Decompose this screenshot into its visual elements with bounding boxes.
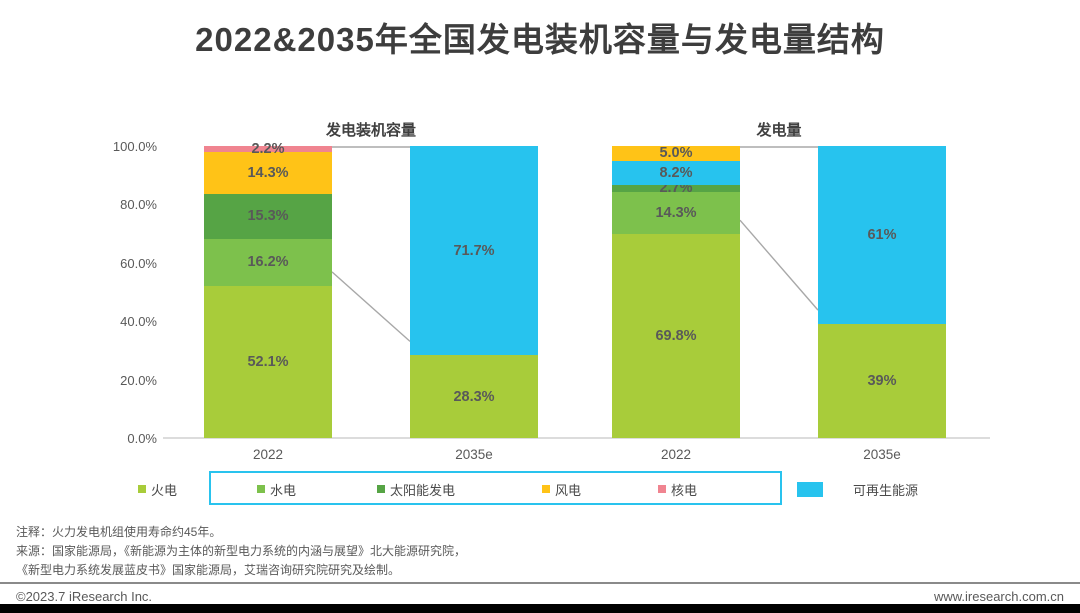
page-title: 2022&2035年全国发电装机容量与发电量结构 [195, 21, 885, 58]
footnotes: 注释：火力发电机组使用寿命约45年。 来源：国家能源局，《新能源为主体的新型电力… [16, 523, 466, 580]
legend-item: 太阳能发电 [377, 481, 456, 498]
legend-label: 水电 [270, 482, 297, 498]
category-label: 2022 [660, 447, 692, 462]
bar-segment [612, 146, 740, 161]
chart-subtitle: 发电装机容量 [325, 122, 416, 139]
y-tick-label: 100.0% [112, 139, 157, 154]
bar-segment [410, 146, 538, 356]
series-connector-line [739, 219, 819, 311]
y-tick-label: 80.0% [120, 197, 157, 213]
legend-label: 可再生能源 [853, 482, 919, 498]
bottom-black-bar [0, 604, 1080, 613]
bar-segment [204, 285, 332, 438]
legend-item: 核电 [658, 481, 698, 498]
bar-segment [204, 193, 332, 239]
legend-item-thermal: 火电 [138, 481, 178, 498]
y-tick-label: 20.0% [120, 372, 157, 388]
website-url: www.iresearch.com.cn [933, 589, 1064, 604]
y-tick-label: 0.0% [127, 431, 157, 446]
bar-segment [612, 234, 740, 438]
footnote-line: 注释：火力发电机组使用寿命约45年。 [16, 525, 222, 539]
bar-segment [410, 355, 538, 438]
chart-subtitle: 发电量 [756, 122, 802, 139]
bar-segment [204, 152, 332, 194]
copyright-text: ©2023.7 iResearch Inc. [16, 589, 153, 604]
footnote-line: 来源：国家能源局，《新能源为主体的新型电力系统的内涵与展望》北大能源研究院， [16, 544, 467, 558]
x-axis-line [163, 437, 990, 439]
y-tick-label: 40.0% [120, 314, 157, 330]
y-tick-label: 60.0% [120, 255, 157, 271]
bar-segment [204, 145, 332, 153]
bar-segment [612, 192, 740, 235]
legend-label: 风电 [555, 482, 582, 498]
legend-swatch [257, 485, 265, 493]
footer: ©2023.7 iResearch Inc. www.iresearch.com… [0, 589, 1080, 605]
footer-divider [0, 582, 1080, 584]
footnote-line: 《新型电力系统发展蓝皮书》国家能源局，艾瑞咨询研究院研究及绘制。 [16, 563, 401, 577]
category-label: 2035e [455, 447, 493, 462]
bar-segment [612, 160, 740, 185]
category-label: 2022 [252, 447, 284, 462]
legend-swatch [797, 481, 823, 497]
legend-swatch [138, 485, 146, 493]
legend-item: 风电 [542, 481, 582, 498]
bar-segment [818, 324, 946, 438]
legend-label: 核电 [671, 482, 698, 498]
bar-segment [204, 238, 332, 286]
legend-swatch [377, 485, 385, 493]
category-label: 2035e [863, 447, 901, 462]
legend-label: 太阳能发电 [390, 482, 456, 498]
bar-segment [818, 146, 946, 325]
series-connector-line [331, 271, 411, 342]
legend-swatch [658, 485, 666, 493]
legend-swatch [542, 485, 550, 493]
legend-label: 火电 [151, 482, 178, 498]
legend-item-renewable: 可再生能源 [797, 481, 919, 498]
bar-segment [612, 184, 740, 193]
legend-item: 水电 [257, 481, 297, 498]
legend-box [209, 471, 782, 505]
